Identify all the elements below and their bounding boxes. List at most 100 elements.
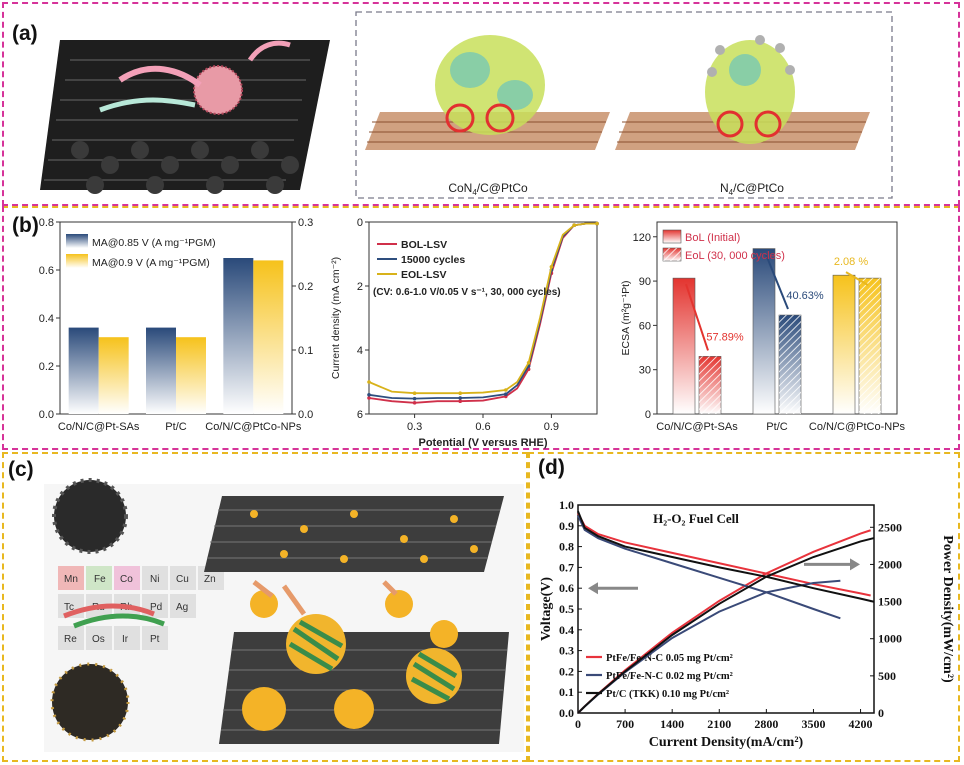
- b1-ytick-right-label: 0.2: [298, 281, 313, 293]
- b2-ytick-label: 4: [357, 345, 363, 357]
- b2-series-point: [412, 391, 417, 395]
- b1-ytick-left-label: 0.6: [39, 265, 54, 277]
- d-xtick-label: 0: [575, 717, 581, 731]
- panel-d-label: (d): [538, 456, 565, 479]
- d-voltage-line: [577, 512, 871, 597]
- b2-series-point: [572, 223, 576, 227]
- svg-text:Os: Os: [92, 634, 105, 645]
- d-ytick-label: 0.1: [559, 685, 574, 699]
- b1-bar-ma085: [146, 327, 176, 414]
- caption-con4-sub: 4: [472, 188, 477, 197]
- d-ytick-label: 0.9: [559, 519, 574, 533]
- d-xtick-label: 1400: [660, 717, 684, 731]
- panel-a-illustration: CoN4/C@PtCo N4/C@PtCo: [40, 11, 893, 199]
- d-y2tick-label: 1500: [878, 595, 902, 609]
- svg-text:Co: Co: [120, 574, 133, 585]
- b2-ytick-label: 6: [357, 409, 363, 421]
- svg-text:Ag: Ag: [176, 602, 188, 613]
- b2-legend-label: 15000 cycles: [401, 254, 465, 266]
- chart-d-fuel-cell: 0.0 0.1 0.2 0.3 0.4 0.5 0.6 0.7 0.8 0.9 1.0 0 500 100…: [539, 498, 955, 750]
- b3-ylabel: ECSA (m²g⁻¹Pt): [620, 281, 632, 356]
- b3-annotation-arrow: [845, 271, 869, 287]
- d-ytick-label: 1.0: [559, 498, 574, 512]
- b3-bar-eol-hatch: [859, 278, 881, 414]
- b3-annotation-arrow: [765, 254, 789, 310]
- svg-text:N4/C@PtCo: N4/C@PtCo: [720, 181, 784, 197]
- b3-legend-swatch-eol-hatch: [663, 248, 681, 261]
- b1-category-label: Co/N/C@Pt-SAs: [58, 421, 140, 433]
- caption-n4-a: N: [720, 181, 729, 195]
- b2-series-point: [367, 396, 371, 400]
- b2-series-point: [504, 392, 508, 396]
- caption-con4-b: /C@PtCo: [477, 181, 528, 195]
- b3-bar-eol-hatch: [699, 356, 721, 414]
- d-xtick-label: 4200: [849, 717, 873, 731]
- b1-legend-swatch-ma085: [66, 234, 88, 248]
- b3-bar-bol: [752, 248, 776, 415]
- b3-annotation-label: 57.89%: [706, 331, 744, 343]
- b1-ytick-right-label: 0.3: [298, 217, 313, 229]
- b2-series-point: [458, 396, 462, 400]
- d-ytick-label: 0.5: [559, 602, 574, 616]
- chart-b1-mass-activity: 0.0 0.2 0.4 0.6 0.8 0.0 0.1 0.2 0.3 Co/N/C@Pt-SAs…: [39, 217, 314, 433]
- b3-annotation-label: 2.08 %: [834, 256, 868, 268]
- b3-ytick-label: 30: [639, 365, 651, 377]
- b2-xtick-label: 0.9: [544, 421, 559, 433]
- panel-a-frame: [2, 2, 960, 206]
- d-ytick-label: 0.2: [559, 664, 574, 678]
- panel-c-label: (c): [8, 458, 34, 481]
- b3-ytick-label: 60: [639, 320, 651, 332]
- d-y2tick-label: 2000: [878, 557, 902, 571]
- b1-legend-ma09: MA@0.9 V (A mg⁻¹PGM): [92, 257, 210, 269]
- b3-legend-eol: EoL (30, 000 cycles): [685, 250, 785, 262]
- b3-category-label: Pt/C: [766, 421, 787, 433]
- b2-xtick-label: 0.6: [475, 421, 490, 433]
- b2-xtick-label: 0.3: [407, 421, 422, 433]
- b1-legend-swatch-ma09: [66, 254, 88, 268]
- b2-series-point: [412, 401, 417, 405]
- b3-bar-eol-hatch: [779, 315, 801, 414]
- d-xtick-label: 2100: [707, 717, 731, 731]
- b3-ytick-label: 120: [633, 232, 651, 244]
- b1-bar-ma085: [68, 327, 99, 414]
- d-y2tick-label: 500: [878, 669, 896, 683]
- b1-bar-ma085: [223, 258, 254, 414]
- b1-ytick-left-label: 0.2: [39, 361, 54, 373]
- d-xtick-label: 2800: [754, 717, 778, 731]
- d-xtick-label: 3500: [801, 717, 825, 731]
- b3-category-label: Co/N/C@PtCo-NPs: [809, 421, 906, 433]
- b3-legend-bol: BoL (Initial): [685, 232, 740, 244]
- d-power-line: [577, 529, 871, 714]
- b1-category-label: Co/N/C@PtCo-NPs: [205, 421, 302, 433]
- svg-text:Tc: Tc: [64, 602, 74, 613]
- svg-text:Zn: Zn: [204, 574, 216, 585]
- b2-legend-label: BOL-LSV: [401, 239, 447, 251]
- b2-series-point: [595, 221, 599, 226]
- b3-ytick-label: 0: [645, 409, 651, 421]
- b2-annotation: (CV: 0.6-1.0 V/0.05 V s⁻¹, 30, 000 cycle…: [373, 287, 561, 298]
- b1-bar-ma09: [176, 337, 206, 414]
- panel-c-frame: [2, 452, 528, 762]
- svg-text:Mn: Mn: [64, 574, 78, 585]
- d-y2tick-label: 0: [878, 706, 884, 720]
- b2-series-point: [458, 391, 462, 395]
- d-xtick-label: 700: [616, 717, 634, 731]
- svg-text:Fe: Fe: [94, 574, 106, 585]
- svg-text:Re: Re: [64, 634, 77, 645]
- b3-legend-swatch-bol: [662, 229, 682, 244]
- b2-ytick-label: 2: [357, 281, 363, 293]
- d-xlabel: Current Density(mA/cm²): [649, 735, 804, 750]
- b2-xlabel: Potential (V versus RHE): [419, 437, 548, 449]
- b2-series-point: [367, 380, 371, 384]
- panel-b-label: (b): [12, 214, 39, 237]
- d-ytick-label: 0.4: [559, 623, 574, 637]
- b1-legend-ma085: MA@0.85 V (A mg⁻¹PGM): [92, 237, 216, 249]
- d-y2tick-label: 2500: [878, 520, 902, 534]
- b2-series-point: [412, 396, 417, 401]
- b2-ylabel: Current density (mA cm⁻²): [330, 257, 342, 379]
- d-ytick-label: 0.8: [559, 540, 574, 554]
- d-title: H₂-O₂ Fuel Cell: [653, 511, 739, 526]
- d-y2label: Power Density(mW/cm²): [940, 535, 955, 683]
- b3-bar-bol: [672, 277, 696, 415]
- svg-text:Ni: Ni: [150, 574, 159, 585]
